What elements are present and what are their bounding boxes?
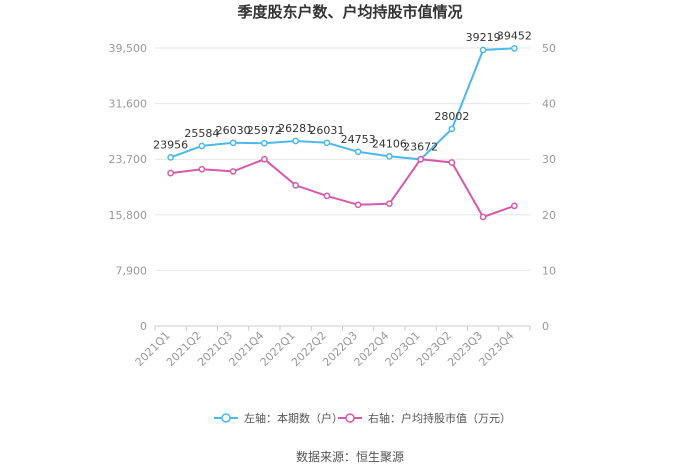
data-point[interactable] bbox=[479, 213, 487, 221]
data-label: 24106 bbox=[372, 137, 407, 150]
data-point[interactable] bbox=[511, 44, 518, 52]
data-point[interactable] bbox=[386, 200, 393, 208]
source-note: 数据来源：恒生聚源 bbox=[296, 449, 404, 464]
data-point[interactable] bbox=[198, 165, 206, 173]
data-point[interactable] bbox=[479, 46, 487, 54]
data-label: 39452 bbox=[497, 29, 532, 42]
data-label: 26031 bbox=[309, 124, 344, 137]
data-point[interactable] bbox=[448, 159, 456, 166]
avg-holding-value-line bbox=[170, 158, 515, 219]
right-axis: 0 10 20 30 40 50 bbox=[542, 42, 556, 333]
series-group bbox=[167, 44, 518, 221]
left-tick-label: 31,600 bbox=[109, 98, 148, 111]
chart-title: 季度股东户数、户均持股市值情况 bbox=[237, 3, 462, 21]
right-tick-label: 0 bbox=[542, 320, 549, 333]
grid-lines bbox=[155, 47, 530, 327]
data-labels: 2395625584260302597226281260312475324106… bbox=[153, 29, 532, 153]
legend-marker-icon bbox=[221, 413, 231, 423]
data-label: 28002 bbox=[434, 110, 469, 123]
data-point[interactable] bbox=[417, 155, 424, 163]
data-label: 25584 bbox=[184, 127, 219, 140]
x-axis: 2021Q12021Q22021Q32021Q42022Q12022Q22022… bbox=[133, 326, 531, 369]
right-tick-label: 40 bbox=[542, 98, 556, 111]
data-point[interactable] bbox=[261, 139, 268, 147]
left-tick-label: 39,500 bbox=[109, 42, 148, 55]
data-point[interactable] bbox=[167, 169, 174, 177]
households-line bbox=[170, 47, 515, 161]
legend-marker-icon bbox=[345, 413, 355, 423]
data-point[interactable] bbox=[448, 125, 456, 133]
data-label: 24753 bbox=[341, 133, 376, 146]
data-point[interactable] bbox=[292, 137, 299, 145]
data-point[interactable] bbox=[261, 155, 268, 163]
left-tick-label: 15,800 bbox=[109, 209, 148, 222]
data-point[interactable] bbox=[229, 139, 237, 147]
data-label: 25972 bbox=[247, 124, 282, 137]
data-point[interactable] bbox=[198, 142, 206, 150]
left-tick-label: 23,700 bbox=[109, 153, 148, 166]
left-tick-label: 0 bbox=[140, 320, 147, 333]
right-tick-label: 30 bbox=[542, 153, 556, 166]
left-axis: 0 7,900 15,800 23,700 31,600 39,500 bbox=[109, 42, 148, 333]
data-point[interactable] bbox=[354, 148, 362, 156]
data-label: 26030 bbox=[216, 124, 251, 137]
data-point[interactable] bbox=[292, 181, 299, 189]
right-tick-label: 20 bbox=[542, 209, 556, 222]
x-tick-label: 2023Q4 bbox=[476, 329, 516, 369]
data-point[interactable] bbox=[323, 139, 331, 147]
data-point[interactable] bbox=[386, 152, 393, 160]
data-label: 39219 bbox=[466, 31, 501, 44]
data-point[interactable] bbox=[511, 202, 518, 210]
data-label: 26281 bbox=[278, 122, 313, 135]
data-point[interactable] bbox=[167, 154, 174, 161]
data-point[interactable] bbox=[229, 168, 237, 175]
data-label: 23672 bbox=[403, 140, 438, 153]
data-point[interactable] bbox=[354, 201, 362, 209]
legend-label[interactable]: 左轴：本期数（户） bbox=[244, 411, 343, 425]
left-tick-label: 7,900 bbox=[116, 264, 148, 277]
legend[interactable]: 左轴：本期数（户） 右轴：户均持股市值（万元） bbox=[214, 411, 511, 425]
right-tick-label: 50 bbox=[542, 42, 556, 55]
right-tick-label: 10 bbox=[542, 264, 556, 277]
legend-label[interactable]: 右轴：户均持股市值（万元） bbox=[368, 411, 511, 425]
data-point[interactable] bbox=[323, 192, 331, 200]
data-label: 23956 bbox=[153, 138, 188, 151]
